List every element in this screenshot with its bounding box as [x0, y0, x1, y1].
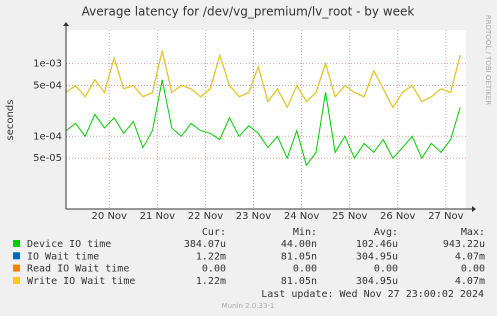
legend-header: Min:: [293, 227, 317, 238]
legend-header: Max:: [461, 227, 485, 238]
legend-header: Cur:: [202, 227, 226, 238]
legend-stat: 0.00: [374, 264, 398, 275]
legend-stat: 81.05n: [281, 276, 317, 287]
legend-stat: 943.22u: [443, 239, 485, 250]
x-tick-label: 27 Nov: [428, 211, 464, 222]
legend-stat: 4.07m: [455, 251, 485, 262]
x-tick-label: 23 Nov: [236, 211, 272, 222]
legend-stat: 304.95u: [356, 276, 398, 287]
series-line: [65, 50, 461, 109]
legend-label: Device IO time: [27, 239, 111, 250]
legend-stat: 1.22m: [196, 251, 226, 262]
legend-stat: 4.07m: [455, 276, 485, 287]
legend-swatch: [13, 264, 20, 272]
side-label: RRDTOOL / TOBI OETIKER: [484, 15, 492, 105]
legend-label: IO Wait time: [27, 251, 99, 262]
legend-stat: 384.07u: [184, 239, 226, 250]
lines: [65, 50, 461, 167]
legend-stat: 0.00: [202, 264, 226, 275]
version: Munin 2.0.33-1: [222, 302, 275, 310]
x-tick-label: 22 Nov: [188, 211, 224, 222]
legend-stat: 81.05n: [281, 251, 317, 262]
x-arrow: [472, 206, 476, 212]
y-tick-label: 5e-05: [33, 153, 62, 164]
y-tick-label: 5e-04: [33, 80, 62, 91]
legend-stat: 0.00: [293, 264, 317, 275]
y-tick-label: 1e-03: [33, 59, 62, 70]
x-tick-label: 25 Nov: [332, 211, 368, 222]
legend-header: Avg:: [374, 227, 398, 238]
y-tick-label: 1e-04: [33, 131, 62, 142]
legend-stat: 0.00: [461, 264, 485, 275]
x-tick-label: 26 Nov: [380, 211, 416, 222]
legend-swatch: [13, 276, 20, 284]
legend-stat: 1.22m: [196, 276, 226, 287]
legend-swatch: [13, 240, 20, 247]
legend-label: Write IO Wait time: [27, 276, 135, 287]
y-arrow: [63, 22, 69, 26]
legend-label: Read IO Wait time: [27, 264, 129, 275]
legend-stat: 102.46u: [356, 239, 398, 250]
x-tick-label: 20 Nov: [92, 211, 128, 222]
chart-title: Average latency for /dev/vg_premium/lv_r…: [82, 5, 415, 19]
x-tick-label: 24 Nov: [284, 211, 320, 222]
last-update: Last update: Wed Nov 27 23:00:02 2024: [261, 289, 484, 300]
legend-stat: 304.95u: [356, 251, 398, 262]
plot-area: [66, 30, 466, 209]
series-line: [65, 79, 461, 167]
legend-swatch: [13, 252, 20, 260]
y-axis-label: seconds: [5, 100, 16, 141]
legend: Cur: Min: Avg: Max: Device IO time 384.07u 44.…: [13, 227, 485, 287]
axes: [63, 22, 476, 212]
legend-stat: 44.00n: [281, 239, 317, 250]
x-tick-label: 21 Nov: [140, 211, 176, 222]
